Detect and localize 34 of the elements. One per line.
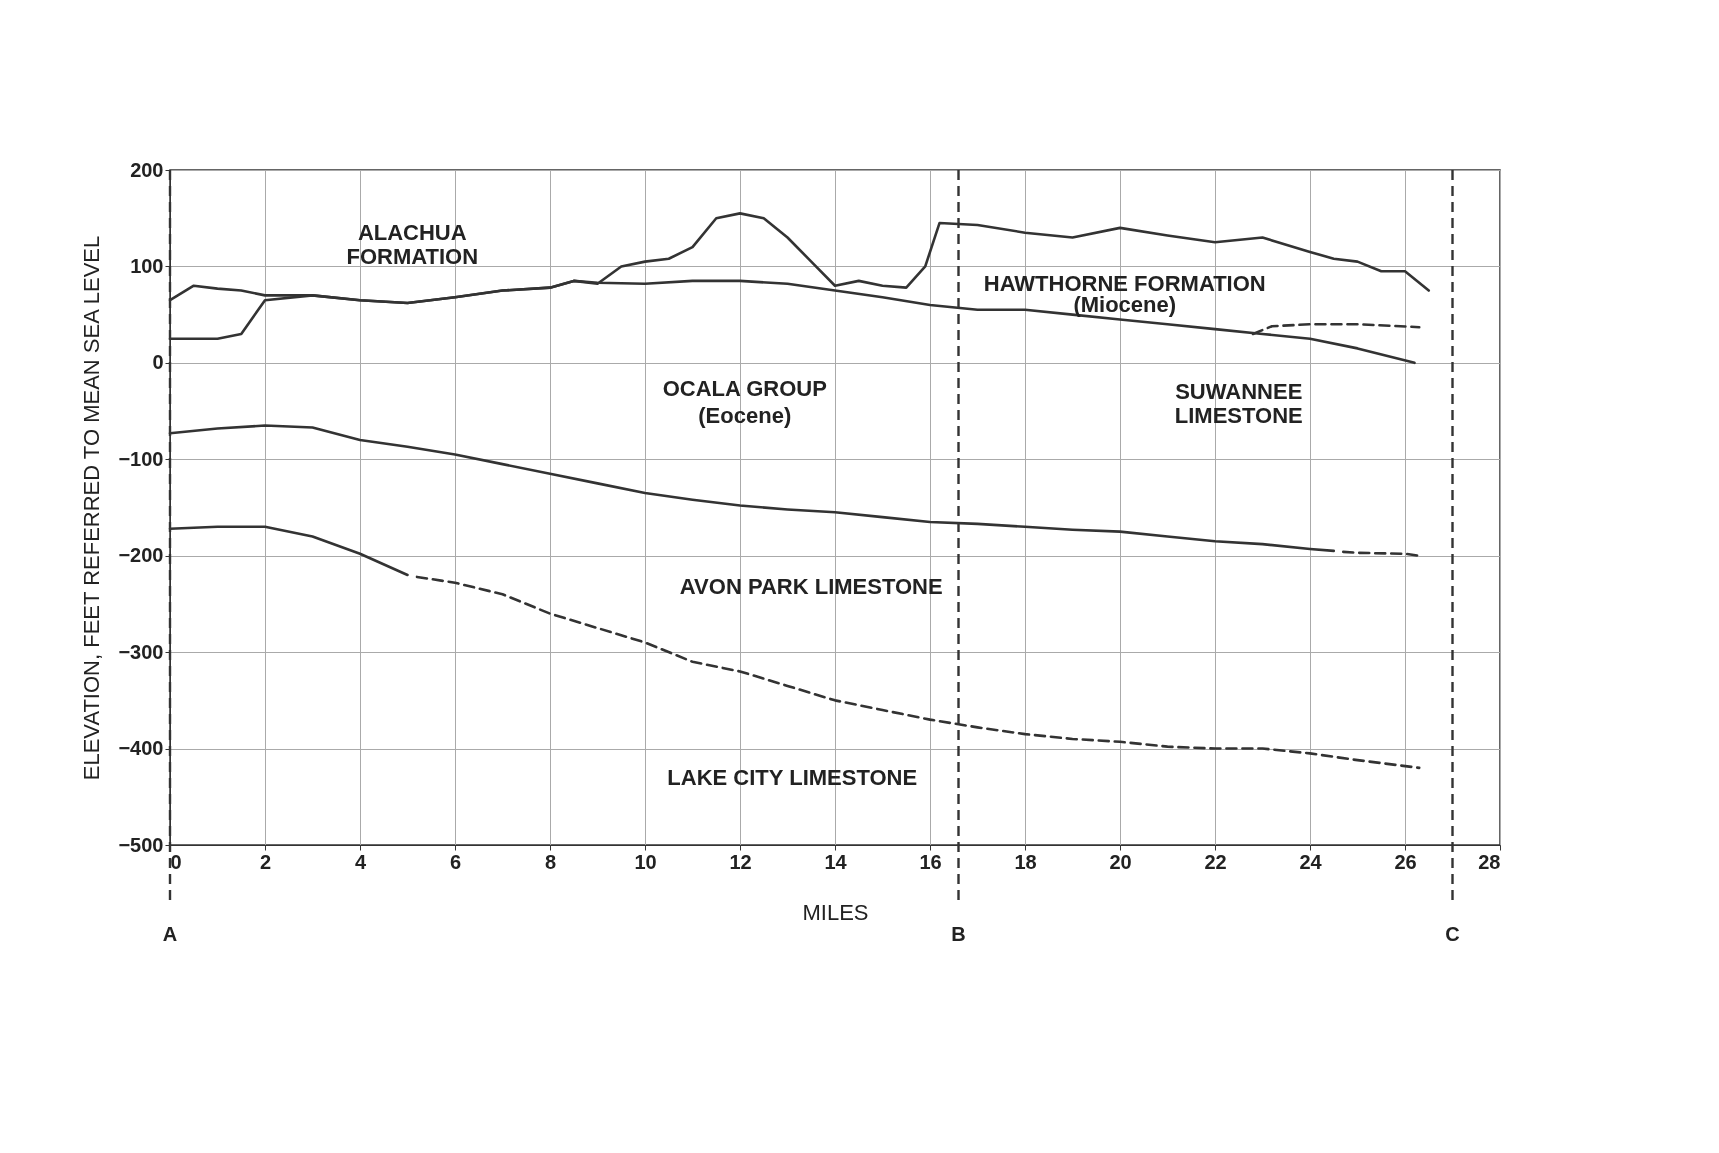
x-tick-label: 18: [1014, 850, 1037, 873]
x-tick-label: 28: [1478, 850, 1501, 873]
y-tick-label: −400: [118, 737, 164, 760]
x-tick-label: 24: [1299, 850, 1323, 873]
y-tick-label: 100: [130, 254, 164, 277]
annotation: SUWANNEE LIMESTONE: [1174, 378, 1303, 428]
y-axis-title: ELEVATION, FEET REFERRED TO MEAN SEA LEVEL: [79, 235, 105, 781]
y-tick-label: 0: [152, 351, 164, 374]
x-tick-label: 8: [544, 850, 557, 873]
x-axis-title: MILES: [802, 899, 869, 925]
x-tick-label: 12: [729, 850, 752, 873]
y-tick-label: −500: [118, 833, 164, 856]
x-tick-label: 10: [634, 850, 657, 873]
y-tick-label: −300: [118, 640, 164, 663]
x-tick-label: 14: [824, 850, 848, 873]
y-tick-label: 200: [130, 158, 164, 181]
annotation: ALACHUA FORMATION: [346, 219, 479, 269]
annotation: OCALA GROUP: [662, 375, 827, 401]
annotation: (Eocene): [698, 402, 792, 428]
ref-line-label: C: [1445, 923, 1460, 945]
x-tick-label: 26: [1394, 850, 1417, 873]
x-tick-label: 20: [1109, 850, 1132, 873]
x-tick-label: 0: [170, 850, 182, 873]
y-tick-label: −100: [118, 447, 164, 470]
x-tick-label: 6: [449, 850, 462, 873]
ref-line-label: A: [162, 923, 178, 945]
annotation: LAKE CITY LIMESTONE: [667, 764, 918, 790]
x-tick-label: 16: [919, 850, 942, 873]
x-tick-label: 22: [1204, 850, 1227, 873]
x-tick-label: 2: [259, 850, 272, 873]
annotation: AVON PARK LIMESTONE: [679, 573, 943, 599]
y-tick-label: −200: [118, 544, 164, 567]
ref-line-label: B: [951, 923, 966, 945]
x-tick-label: 4: [354, 850, 367, 873]
